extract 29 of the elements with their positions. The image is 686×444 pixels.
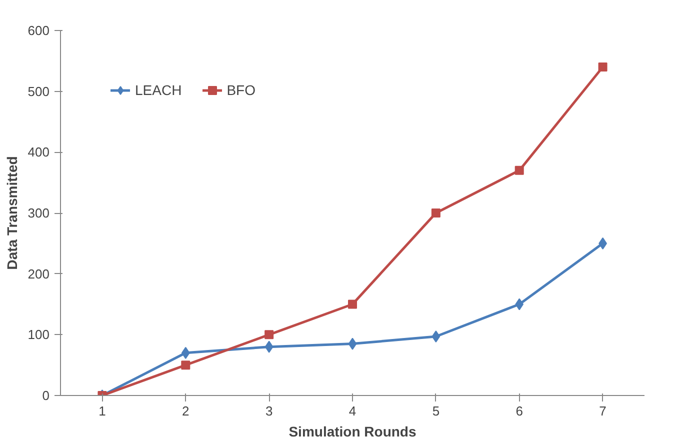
y-tick-label: 500	[28, 84, 50, 99]
y-tick-label: 100	[28, 327, 50, 342]
point	[348, 338, 357, 350]
y-axis-title: Data Transmitted	[4, 156, 20, 270]
x-tick-label: 7	[599, 404, 606, 418]
legend-label: LEACH	[135, 82, 182, 98]
point	[515, 298, 524, 310]
x-tick-label: 1	[98, 404, 106, 418]
x-tick-label: 4	[348, 404, 356, 418]
point	[181, 360, 190, 370]
point	[348, 300, 357, 309]
point	[264, 340, 274, 353]
y-tick-label: 600	[28, 23, 50, 38]
y-tick-label: 200	[28, 266, 50, 282]
point	[514, 166, 524, 175]
legend-label: BFO	[226, 82, 256, 98]
x-tick-label: 2	[182, 404, 190, 418]
point	[181, 346, 190, 359]
x-tick-label: 5	[432, 404, 440, 418]
y-tick-label: 300	[28, 206, 50, 220]
x-tick-label: 6	[516, 404, 523, 418]
x-axis-title: Simulation Rounds	[288, 424, 416, 440]
y-tick-label: 0	[42, 388, 50, 403]
point	[432, 330, 440, 342]
point	[264, 330, 274, 340]
y-tick-label: 400	[28, 144, 50, 160]
x-tick-label: 3	[265, 404, 273, 418]
point	[431, 208, 440, 218]
point	[598, 62, 608, 72]
